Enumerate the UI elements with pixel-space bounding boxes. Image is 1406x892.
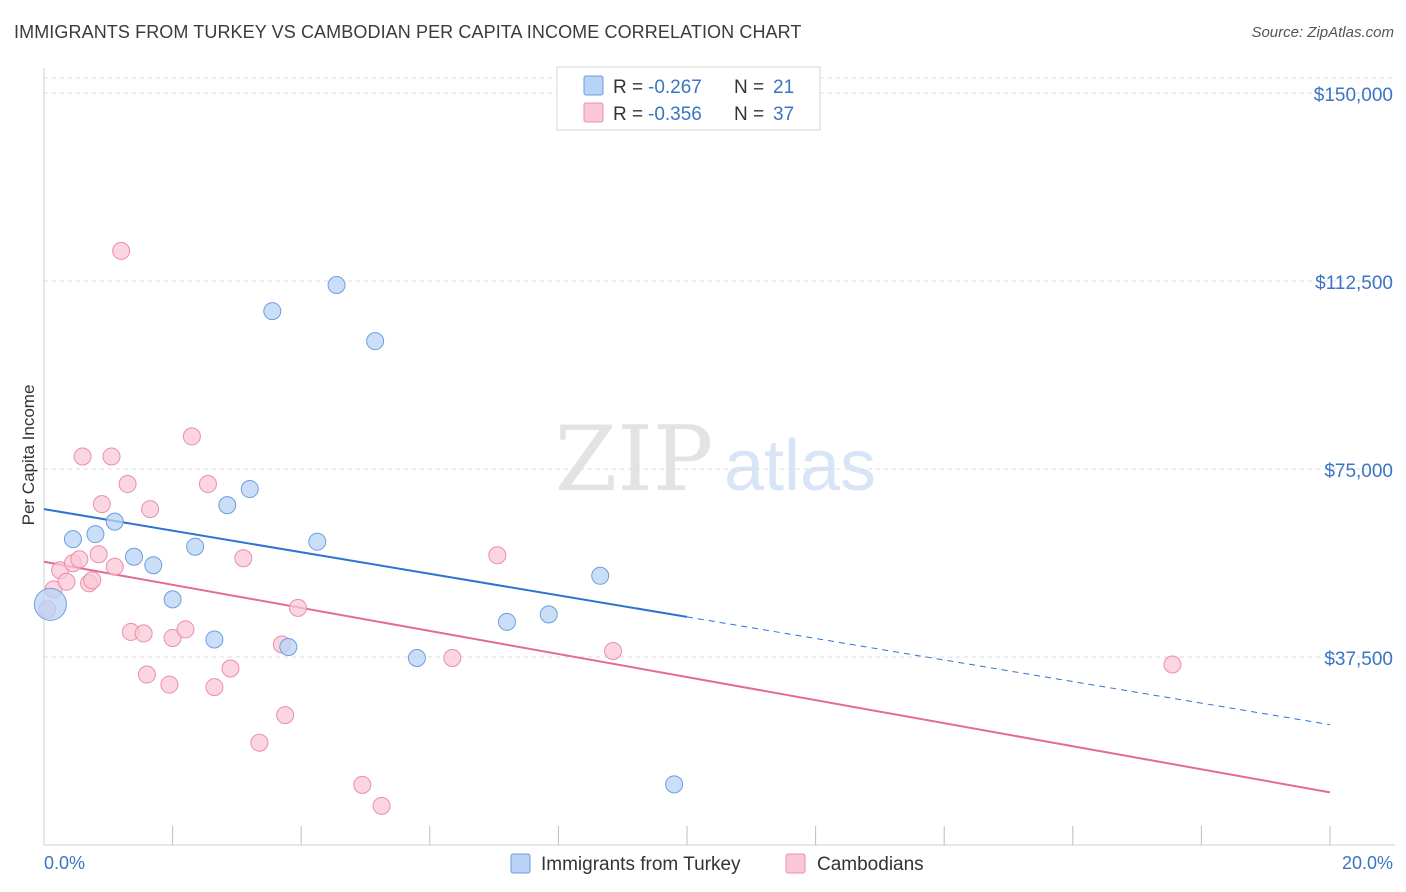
- data-point-cambodian: [83, 571, 102, 590]
- data-point-turkey: [205, 630, 224, 649]
- x-tick-label-max: 20.0%: [1342, 853, 1393, 873]
- data-point-cambodian: [73, 447, 92, 466]
- data-point-cambodian: [163, 628, 182, 647]
- data-point-turkey: [366, 332, 385, 351]
- data-point-turkey: [497, 612, 516, 631]
- data-point-cambodian: [92, 495, 111, 514]
- legend-n-value-1: 21: [773, 77, 794, 98]
- source-credit: Source: ZipAtlas.com: [1251, 24, 1394, 41]
- data-point-turkey: [86, 525, 105, 544]
- legend-r-value-2: -0.356: [648, 104, 702, 125]
- legend-r-label-2: R =: [613, 104, 643, 125]
- legend-n-value-2: 37: [773, 104, 794, 125]
- legend-n-label-2: N =: [734, 104, 764, 125]
- legend-swatch-turkey: [583, 75, 604, 96]
- data-point-cambodian: [176, 620, 195, 639]
- data-point-cambodian: [137, 665, 156, 684]
- data-point-turkey: [240, 480, 259, 499]
- data-point-turkey: [125, 547, 144, 566]
- data-point-cambodian: [353, 775, 372, 794]
- y-tick-label: $75,000: [1324, 461, 1393, 482]
- y-axis-label: Per Capita Income: [19, 385, 38, 526]
- data-point-turkey: [144, 556, 163, 575]
- data-point-cambodian: [250, 733, 269, 752]
- trend-line-turkey: [43, 508, 688, 618]
- data-point-cambodian: [604, 641, 623, 660]
- data-point-cambodian: [234, 549, 253, 568]
- bottom-legend-label-turkey: Immigrants from Turkey: [541, 854, 741, 875]
- data-point-turkey: [665, 775, 684, 794]
- y-tick-label: $112,500: [1315, 273, 1393, 294]
- y-tick-label: $150,000: [1314, 85, 1393, 106]
- y-tick-label: $37,500: [1324, 649, 1393, 670]
- grid-layer: [44, 77, 1395, 658]
- data-point-cambodian: [372, 796, 391, 815]
- legend-r-label-1: R =: [613, 77, 643, 98]
- x-tick-label-min: 0.0%: [44, 853, 85, 873]
- data-point-cambodian: [89, 545, 108, 564]
- data-point-turkey: [327, 276, 346, 295]
- bottom-legend-swatch-turkey: [510, 853, 531, 874]
- trend-line-cambodian: [43, 560, 1331, 794]
- data-point-cambodian: [112, 241, 131, 260]
- data-point-cambodian: [160, 675, 179, 694]
- data-point-cambodian: [221, 659, 240, 678]
- data-point-cambodian: [118, 475, 137, 494]
- data-point-cambodian: [182, 427, 201, 446]
- data-point-cambodian: [102, 447, 121, 466]
- data-point-cambodian: [134, 624, 153, 643]
- data-point-turkey: [105, 512, 124, 531]
- data-point-turkey: [279, 637, 298, 656]
- data-point-turkey: [218, 496, 237, 515]
- series-legend: Immigrants from Turkey Cambodians: [510, 853, 924, 875]
- data-point-cambodian: [70, 550, 89, 569]
- correlation-legend: R = -0.267 N = 21 R = -0.356 N = 37: [556, 66, 821, 131]
- data-point-turkey: [263, 302, 282, 321]
- points-layer: [33, 241, 1182, 815]
- data-point-cambodian: [205, 678, 224, 697]
- trend-layer: [43, 508, 1331, 794]
- data-point-cambodian: [57, 572, 76, 591]
- legend-r-value-1: -0.267: [648, 77, 702, 98]
- legend-swatch-cambodian: [583, 102, 604, 123]
- data-point-turkey: [539, 605, 558, 624]
- axis-layer: $37,500 $75,000 $112,500 $150,000 0.0% 20.0%: [43, 68, 1395, 873]
- data-point-cambodian: [105, 557, 124, 576]
- legend-n-label-1: N =: [734, 77, 764, 98]
- data-point-turkey: [186, 537, 205, 556]
- data-point-cambodian: [276, 706, 295, 725]
- data-point-turkey: [407, 649, 426, 668]
- watermark-atlas: atlas: [724, 426, 876, 506]
- watermark-zip: ZIP: [555, 407, 714, 512]
- data-point-turkey: [163, 590, 182, 609]
- data-point-cambodian: [288, 598, 307, 617]
- bottom-legend-swatch-cambodian: [785, 853, 806, 874]
- data-point-turkey: [591, 566, 610, 585]
- data-point-turkey: [63, 530, 82, 549]
- bottom-legend-label-cambodian: Cambodians: [817, 854, 924, 875]
- trend-line-turkey-extension: [686, 616, 1331, 726]
- data-point-turkey: [33, 587, 67, 621]
- data-point-cambodian: [1163, 655, 1182, 674]
- data-point-cambodian: [141, 500, 160, 519]
- data-point-cambodian: [443, 649, 462, 668]
- chart-title: IMMIGRANTS FROM TURKEY VS CAMBODIAN PER …: [14, 22, 802, 42]
- data-point-cambodian: [488, 546, 507, 565]
- data-point-turkey: [308, 532, 327, 551]
- data-point-cambodian: [198, 475, 217, 494]
